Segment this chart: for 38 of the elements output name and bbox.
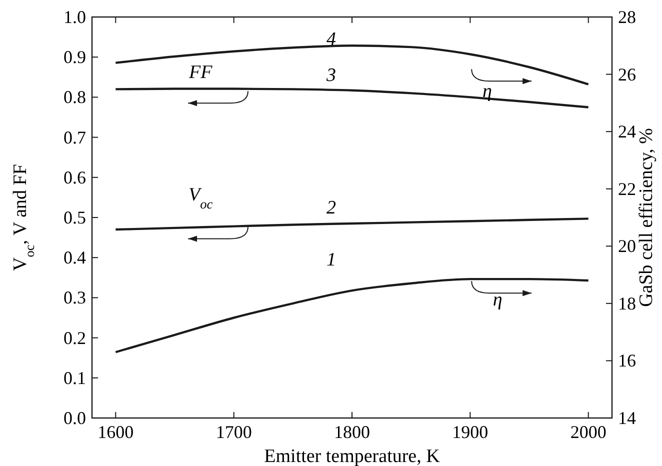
- x-tick-label: 2000: [570, 422, 606, 442]
- annotation: 4: [326, 29, 336, 50]
- y2-tick-label: 22: [618, 178, 636, 199]
- x-tick-label: 1600: [98, 422, 134, 442]
- line-series: [114, 218, 590, 231]
- y-tick-label: 0.4: [64, 248, 86, 268]
- line-series: [114, 278, 590, 354]
- annotation: η: [492, 290, 502, 311]
- y-tick-label: 1.0: [64, 7, 86, 27]
- y2-tick-label: 24: [618, 122, 636, 142]
- annotation: FF: [188, 62, 213, 84]
- y-tick-label: 0.3: [64, 288, 86, 308]
- x-tick-label: 1800: [334, 422, 370, 442]
- y-tick-label: 0.0: [64, 408, 86, 428]
- annotation: η: [482, 81, 492, 102]
- line-series: [114, 44, 590, 86]
- y-tick-label: 0.5: [64, 208, 86, 228]
- annotation: V$_{oc}$: [188, 184, 213, 211]
- x-axis-title: Emitter temperature, K: [264, 446, 440, 466]
- annotation: 1: [326, 250, 336, 271]
- y2-axis-title: GaSb cell efficiency, %: [636, 128, 657, 307]
- x-tick-label: 1900: [452, 422, 488, 442]
- y-tick-label: 0.2: [64, 328, 86, 348]
- y-tick-label: 0.6: [64, 167, 86, 188]
- y-tick-label: 0.1: [64, 368, 86, 388]
- line-series: [114, 88, 590, 108]
- x-tick-label: 1700: [216, 422, 252, 442]
- y-tick-label: 0.8: [64, 87, 86, 108]
- y2-tick-label: 26: [618, 64, 636, 84]
- y2-tick-label: 18: [618, 293, 636, 314]
- y2-tick-label: 20: [618, 236, 636, 256]
- y2-tick-label: 14: [618, 408, 636, 428]
- y-tick-label: 0.9: [64, 47, 86, 68]
- y2-tick-label: 16: [618, 350, 636, 371]
- y2-tick-label: 28: [618, 7, 636, 27]
- y-tick-label: 0.7: [64, 127, 86, 148]
- annotation: 3: [325, 65, 336, 86]
- annotation: 2: [326, 197, 336, 218]
